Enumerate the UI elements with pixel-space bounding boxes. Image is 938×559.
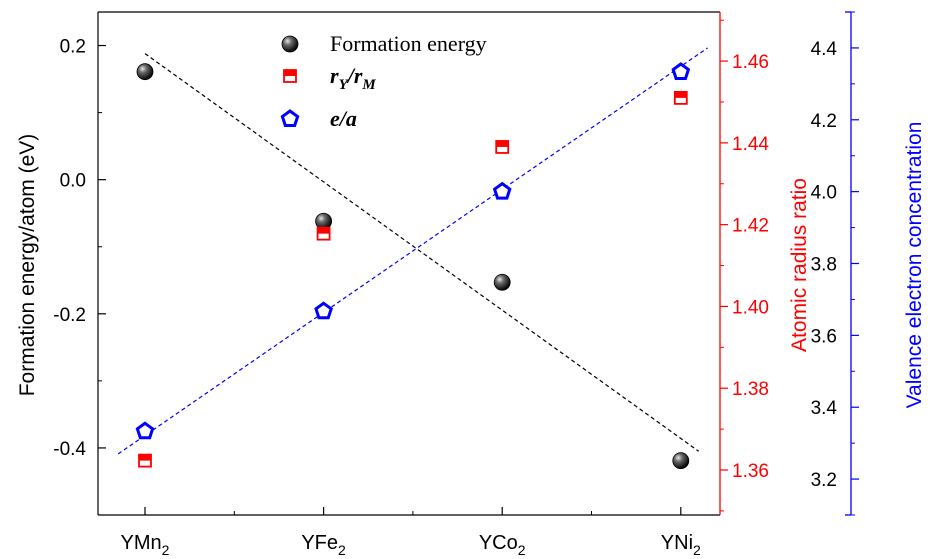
legend-radius-slash: / [346, 63, 356, 88]
x-tick-label: YFe2 [301, 532, 346, 558]
radius-ratio-tick-label: 1.46 [732, 52, 769, 73]
vec-tick-label: 4.2 [811, 111, 837, 132]
fit-line-left [144, 53, 700, 452]
formation-energy-point [493, 273, 511, 291]
x-tick-label: YCo2 [479, 532, 526, 558]
vec-point [671, 62, 691, 80]
x-tick-label: YMn2 [121, 532, 170, 558]
x-tick-label-base: YNi [661, 532, 693, 554]
legend-radius-sub1: Y [339, 77, 350, 93]
radius-ratio-axis-title: Atomic radius ratio [788, 178, 811, 352]
formation-energy-point [136, 63, 154, 81]
left-axis-title: Formation energy/atom (eV) [16, 134, 39, 397]
vec-tick-label: 3.6 [811, 326, 837, 347]
vec-point [280, 109, 300, 127]
left-tick-label: 0.0 [60, 171, 86, 192]
x-tick-label-subscript: 2 [338, 542, 346, 558]
fit-line-right_outer [117, 47, 708, 455]
radius-ratio-tick-label: 1.38 [732, 379, 769, 400]
vec-point [492, 181, 512, 200]
legend-label-formation-energy: Formation energy [330, 31, 487, 56]
data-points [135, 62, 691, 470]
legend-radius-r1: r [330, 63, 339, 88]
left-tick-label: 0.2 [60, 37, 86, 58]
fit-lines [117, 47, 708, 455]
vec-tick-label: 4.4 [811, 39, 838, 60]
vec-point [135, 421, 155, 440]
left-tick-label: -0.2 [53, 305, 86, 326]
x-tick-label-base: YCo [479, 532, 518, 554]
vec-tick-label: 3.8 [811, 255, 837, 276]
radius-ratio-tick-label: 1.40 [732, 297, 769, 318]
x-tick-label: YNi2 [661, 532, 701, 558]
radius-ratio-tick-label: 1.44 [732, 134, 769, 155]
axes: 0.2 0.0 -0.2 -0.4 Formation energy/atom (eV)… [16, 11, 926, 558]
legend-radius-r2: r [354, 63, 363, 88]
x-tick-label-base: YFe [301, 532, 338, 554]
vec-tick-label: 4.0 [811, 183, 837, 204]
radius-ratio-tick-label: 1.36 [732, 461, 769, 482]
legend-sphere-icon [281, 35, 299, 53]
x-tick-label-subscript: 2 [162, 542, 170, 558]
radius-ratio-point-fill [284, 70, 296, 76]
vec-tick-label: 3.2 [811, 470, 837, 491]
formation-energy-point [672, 452, 690, 470]
x-tick-label-subscript: 2 [693, 542, 701, 558]
radius-ratio-point-fill [496, 140, 509, 147]
legend-label-ea: e/a [330, 106, 357, 131]
vec-axis-title: Valence electron concentration [903, 122, 926, 409]
x-tick-label-subscript: 2 [518, 542, 526, 558]
legend-radius-sub2: M [361, 77, 376, 93]
vec-point [314, 301, 333, 320]
radius-ratio-point-fill [674, 91, 687, 98]
radius-ratio-tick-label: 1.42 [732, 216, 769, 237]
radius-ratio-point-fill [317, 227, 330, 234]
radius-ratio-point-fill [139, 454, 151, 461]
x-tick-label-base: YMn [121, 532, 162, 554]
legend-label-radius-ratio: rY/rM [330, 63, 376, 93]
left-tick-label: -0.4 [53, 439, 86, 460]
vec-tick-label: 3.4 [811, 398, 838, 419]
